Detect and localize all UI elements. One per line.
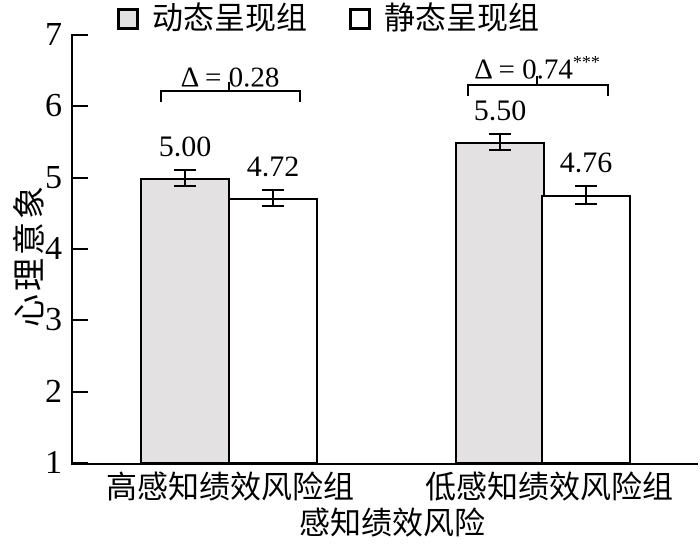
y-tick-label: 3 [45,301,62,338]
bracket-left-tick [467,84,469,96]
x-category-label-high-risk: 高感知绩效风险组 [106,470,354,505]
x-axis-title: 感知绩效风险 [299,506,485,541]
y-tick [73,248,88,250]
delta-annotation-group1: Δ = 0.28 [120,54,340,94]
y-tick-label: 6 [45,87,62,124]
y-tick [73,177,88,179]
difference-bracket-group1 [160,82,301,102]
x-axis-line [71,463,698,465]
error-bar-bottom-cap [174,185,196,187]
y-axis-line [71,34,73,465]
bar-value-label-static-group2: 4.76 [559,146,613,179]
x-category-label-low-risk: 低感知绩效风险组 [425,470,673,505]
bracket-right-tick [607,84,609,96]
y-tick-label: 2 [45,373,62,410]
error-bar-top-cap [575,185,597,187]
bracket-line [160,90,301,92]
y-tick [73,319,88,321]
legend-swatch-static [349,8,371,30]
error-bar-line [585,186,587,204]
bracket-center-tick [536,76,538,86]
y-tick [73,391,88,393]
delta-annotation-group2: Δ = 0.74*** [427,46,647,86]
bar-static-group2 [541,195,631,464]
error-bar-bottom-cap [262,205,284,207]
bar-value-label-static-group1: 4.72 [246,150,300,183]
bracket-center-tick [228,82,230,92]
bracket-line [467,84,609,86]
bracket-right-tick [299,90,301,102]
legend-label-dynamic: 动态呈现组 [152,1,307,36]
difference-bracket-group2 [467,76,609,96]
significance-stars: *** [572,52,600,72]
bar-value-label-dynamic-group1: 5.00 [158,130,212,163]
error-bar-bottom-cap [575,203,597,205]
y-tick [73,34,88,36]
error-bar-top-cap [174,169,196,171]
legend: 动态呈现组 静态呈现组 [117,2,539,36]
legend-label-static: 静态呈现组 [384,1,539,36]
y-tick-label: 5 [45,159,62,196]
y-tick [73,462,88,464]
delta-text: Δ = 0.74 [474,53,573,86]
y-tick-label: 4 [45,230,62,267]
bar-static-group1 [228,198,318,464]
error-bar-top-cap [489,133,511,135]
bar-dynamic-group1 [140,178,230,464]
bracket-left-tick [160,90,162,102]
legend-item-static: 静态呈现组 [349,2,539,36]
delta-text: Δ = 0.28 [180,61,280,94]
error-bar-top-cap [262,189,284,191]
bar-dynamic-group2 [455,142,545,464]
error-bar-line [499,134,501,150]
y-tick-label: 7 [45,16,62,53]
legend-swatch-dynamic [117,8,139,30]
error-bar-bottom-cap [489,149,511,151]
legend-item-dynamic: 动态呈现组 [117,2,307,36]
y-tick-label: 1 [45,444,62,481]
error-bar-line [184,170,186,186]
bar-value-label-dynamic-group2: 5.50 [473,94,527,127]
y-tick [73,105,88,107]
error-bar-line [272,190,274,206]
